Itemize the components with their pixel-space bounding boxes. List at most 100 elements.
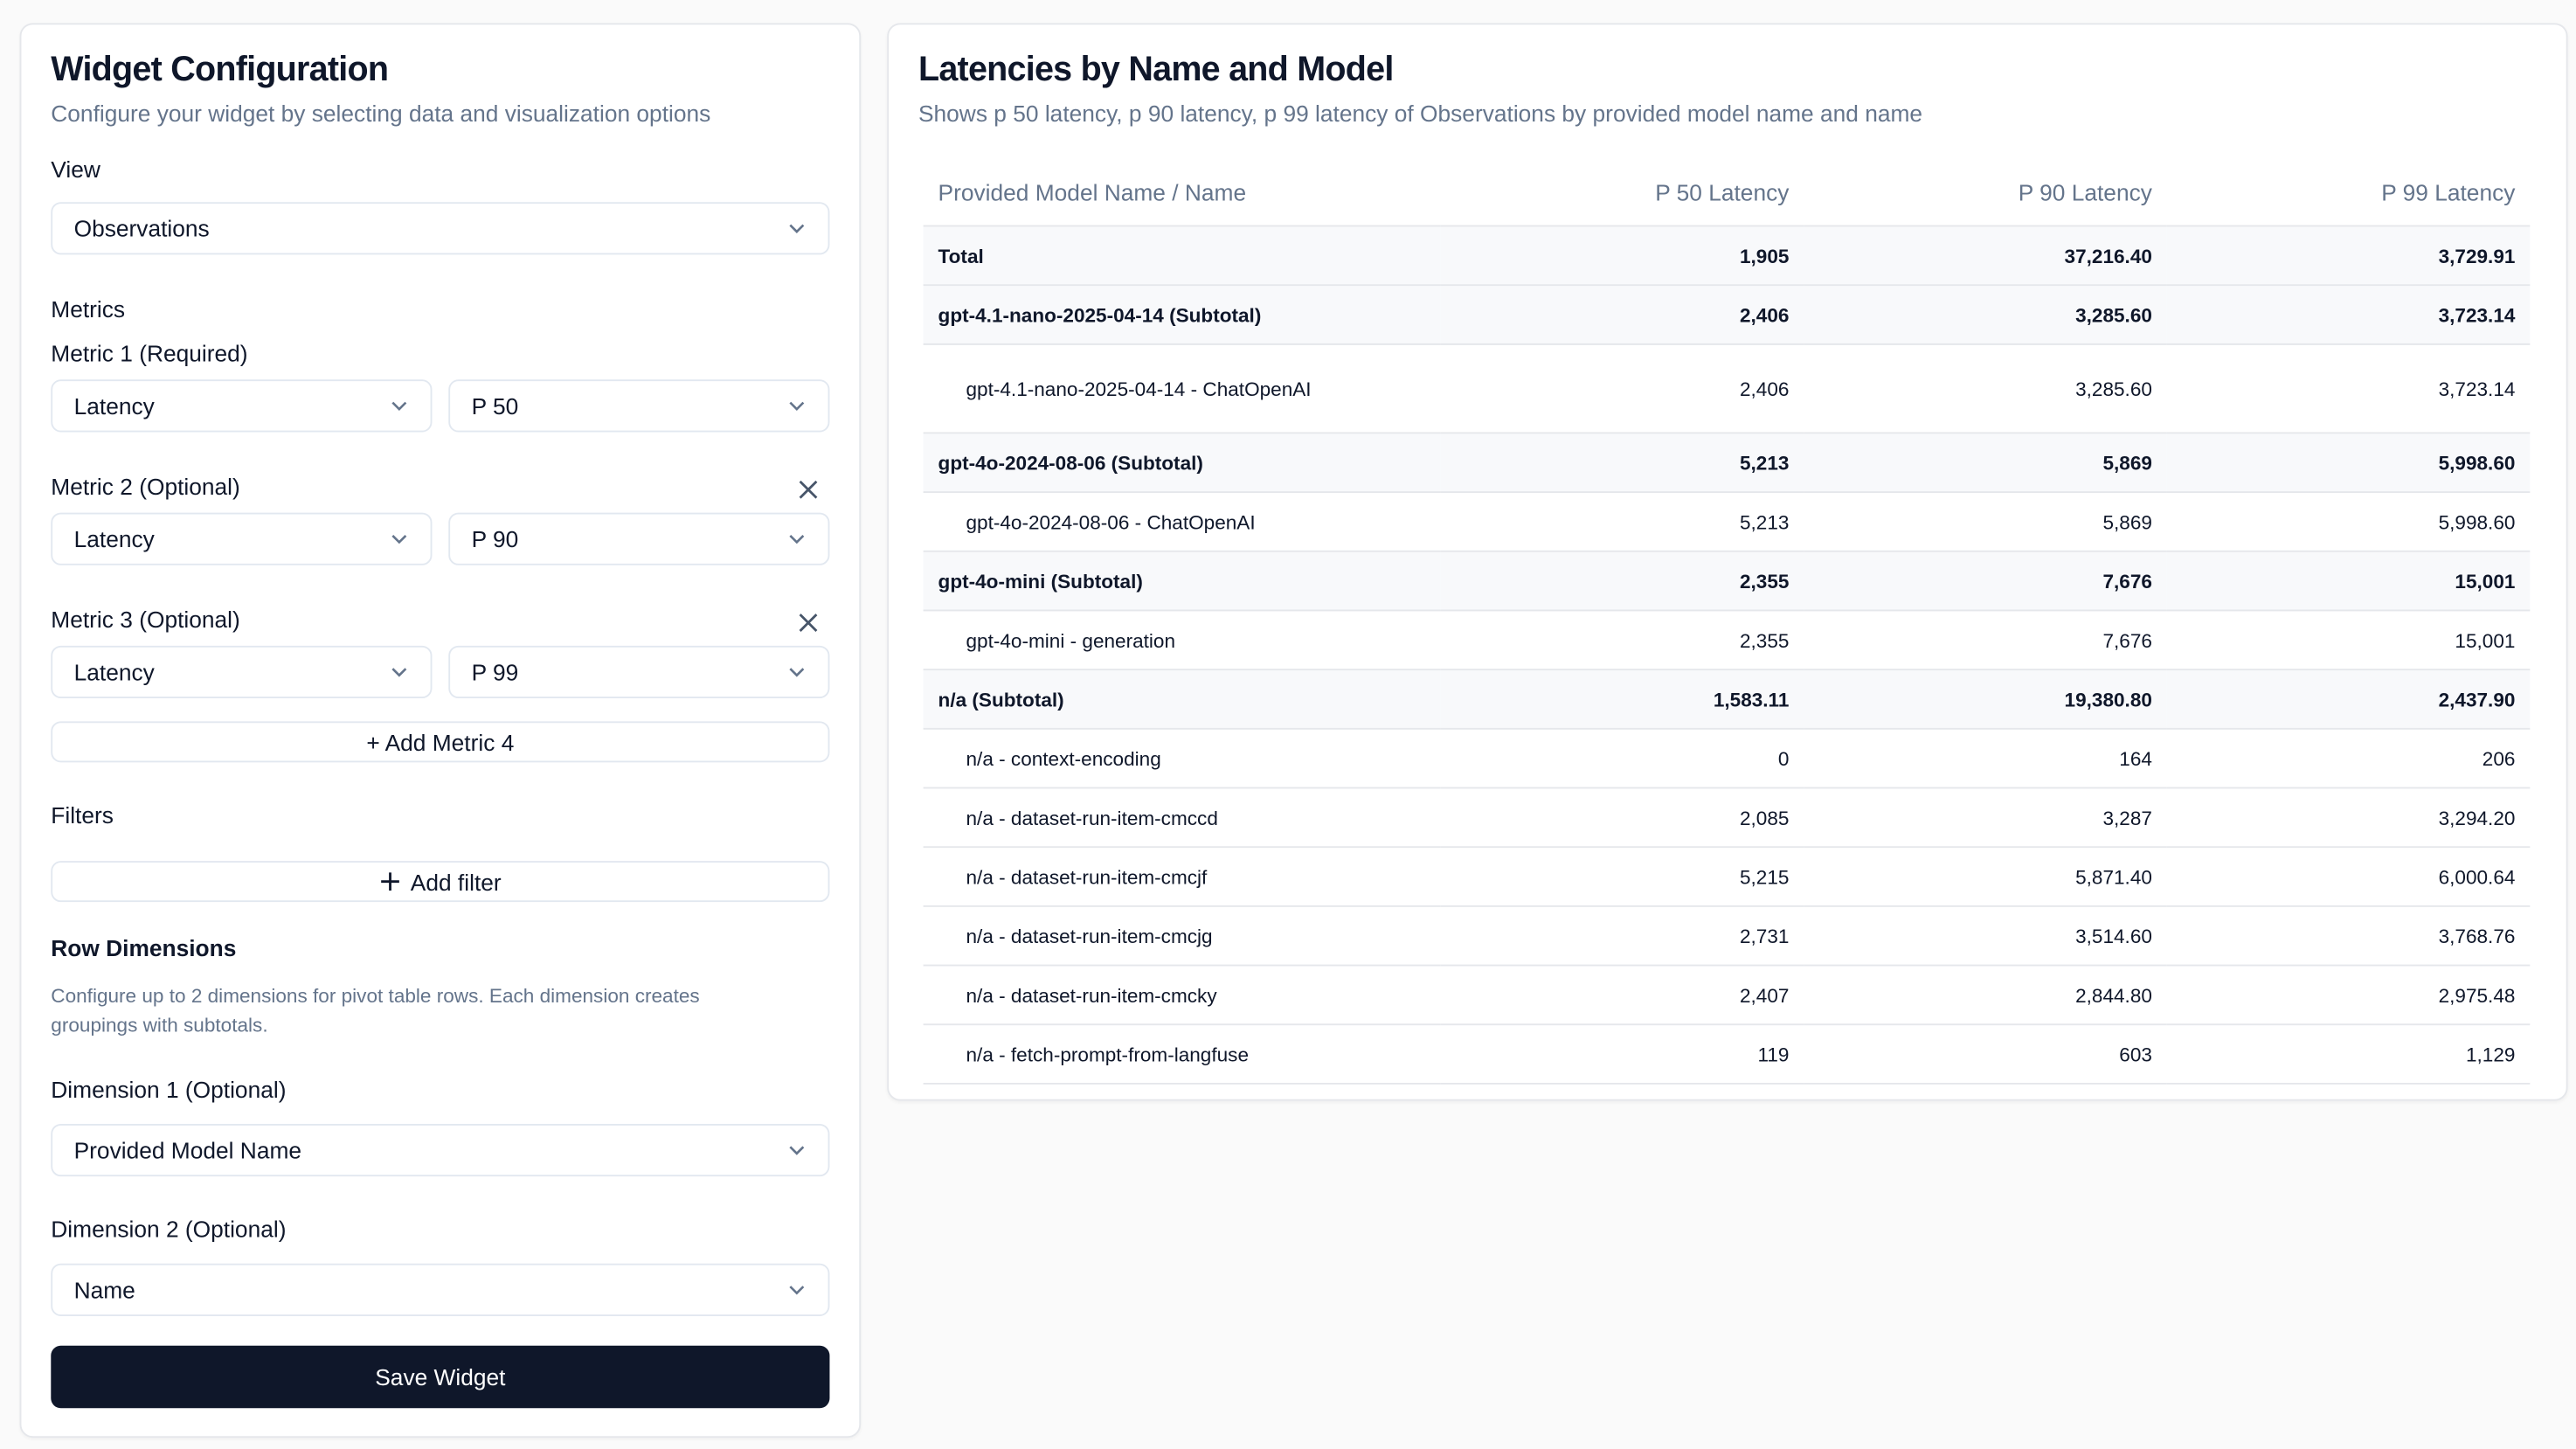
table-cell: gpt-4o-mini (Subtotal) [923,551,1441,612]
dimension1-select[interactable]: Provided Model Name [51,1123,830,1177]
table-row-child: n/a - dataset-run-item-cmccd 2,085 3,287 3,… [923,787,2531,849]
table-cell: 2,437.90 [2166,669,2531,730]
table-cell: 37,216.40 [1804,225,2167,287]
config-title: Widget Configuration [51,51,389,89]
table-cell: 19,380.80 [1804,669,2167,730]
table-row-subtotal: gpt-4o-2024-08-06 (Subtotal) 5,213 5,869 5,… [923,433,2531,494]
close-icon[interactable] [797,478,820,501]
table-cell: 3,723.14 [2166,343,2531,434]
chevron-down-icon [789,224,805,233]
dimension2-label: Dimension 2 (Optional) [51,1216,287,1243]
table-cell: 1,583.11 [1440,669,1804,730]
table-cell: n/a - fetch-prompt-from-langfuse [923,1024,1441,1085]
table-cell: 5,869 [1804,433,2167,494]
table-cell: 3,285.60 [1804,285,2167,345]
close-icon[interactable] [797,611,820,634]
table-row-subtotal: n/a (Subtotal) 1,583.11 19,380.80 2,437.90 [923,669,2531,730]
table-cell: gpt-4o-2024-08-06 - ChatOpenAI [923,492,1441,552]
dimension1-value: Provided Model Name [73,1137,302,1164]
dimension2-select[interactable]: Name [51,1263,830,1316]
table-row-subtotal: gpt-4o-mini (Subtotal) 2,355 7,676 15,001 [923,551,2531,612]
add-filter-button[interactable]: Add filter [51,861,830,903]
table-cell: gpt-4o-mini - generation [923,610,1441,671]
metric-label: Metric 3 (Optional) [51,606,240,633]
metric-aggregation-select[interactable]: P 90 [448,512,830,565]
table-cell: n/a (Subtotal) [923,669,1441,730]
table-cell: 5,213 [1440,492,1804,552]
row-dimensions-description: Configure up to 2 dimensions for pivot t… [51,984,700,1037]
metrics-label: Metrics [51,295,126,322]
table-cell: n/a - dataset-run-item-cmcjf [923,847,1441,907]
table-row-child: n/a - dataset-run-item-cmcky 2,407 2,844.8… [923,965,2531,1026]
metric-aggregation-value: P 90 [471,525,519,552]
table-cell: n/a - dataset-run-item-cmccd [923,787,1441,849]
table-cell: 3,287 [1804,787,2167,849]
table-cell: n/a - dataset-run-item-cmcjg [923,905,1441,967]
add-metric-button[interactable]: + Add Metric 4 [51,721,830,763]
metric-measure-select[interactable]: Latency [51,379,433,433]
table-cell: 2,407 [1440,965,1804,1026]
table-cell: 5,998.60 [2166,492,2531,552]
table-cell: 164 [1804,728,2167,789]
table-cell: 3,723.14 [2166,285,2531,345]
metric-label: Metric 2 (Optional) [51,473,240,500]
table-cell: 3,514.60 [1804,905,2167,967]
table-cell: 2,085 [1440,787,1804,849]
filters-label: Filters [51,801,114,828]
table-cell: 3,729.91 [2166,225,2531,287]
table-cell: gpt-4.1-nano-2025-04-14 - ChatOpenAI [923,343,1441,434]
column-header: Provided Model Name / Name [923,159,1441,227]
pivot-table: Provided Model Name / Name P 50 Latency P … [923,159,2531,1085]
chevron-down-icon [391,668,407,677]
save-widget-label: Save Widget [375,1363,506,1390]
add-filter-label: Add filter [410,868,502,895]
metric-measure-value: Latency [73,525,155,552]
table-row-child: gpt-4o-mini - generation 2,355 7,676 15,001 [923,610,2531,671]
table-cell: 3,294.20 [2166,787,2531,849]
metric-aggregation-select[interactable]: P 50 [448,379,830,433]
table-cell: 1,905 [1440,225,1804,287]
table-cell: 0 [1440,728,1804,789]
table-row-child: gpt-4.1-nano-2025-04-14 - ChatOpenAI 2,40… [923,343,2531,434]
table-cell: n/a - dataset-run-item-cmcky [923,965,1441,1026]
table-cell: 2,406 [1440,343,1804,434]
table-cell: 7,676 [1804,610,2167,671]
table-cell: 5,215 [1440,847,1804,907]
metric-measure-select[interactable]: Latency [51,512,433,565]
table-cell: 15,001 [2166,610,2531,671]
metric-aggregation-value: P 50 [471,392,519,419]
metric-measure-value: Latency [73,658,155,686]
table-cell: 5,869 [1804,492,2167,552]
chevron-down-icon [391,401,407,412]
preview-subtitle: Shows p 50 latency, p 90 latency, p 99 l… [918,100,1923,127]
add-metric-label: + Add Metric 4 [366,728,515,755]
column-header: P 50 Latency [1440,159,1804,227]
view-label: View [51,156,100,183]
metric-label: Metric 1 (Required) [51,340,248,367]
save-widget-button[interactable]: Save Widget [51,1345,830,1409]
row-dimensions-label: Row Dimensions [51,934,237,961]
config-subtitle: Configure your widget by selecting data … [51,100,711,127]
chevron-down-icon [789,1146,805,1155]
table-cell: 6,000.64 [2166,847,2531,907]
dimension2-value: Name [73,1276,135,1303]
view-select[interactable]: Observations [51,202,830,255]
table-cell: gpt-4o-2024-08-06 (Subtotal) [923,433,1441,494]
chevron-down-icon [789,534,805,544]
table-cell: 15,001 [2166,551,2531,612]
metric-measure-select[interactable]: Latency [51,645,433,699]
table-row-subtotal: gpt-4.1-nano-2025-04-14 (Subtotal) 2,406 3… [923,285,2531,345]
table-cell: 5,871.40 [1804,847,2167,907]
chevron-down-icon [789,1286,805,1295]
table-cell: n/a - context-encoding [923,728,1441,789]
table-cell: 7,676 [1804,551,2167,612]
chevron-down-icon [789,401,805,412]
table-cell: Total [923,225,1441,287]
table-cell: 2,844.80 [1804,965,2167,1026]
table-cell: 2,406 [1440,285,1804,345]
table-cell: 2,975.48 [2166,965,2531,1026]
table-cell: 3,285.60 [1804,343,2167,434]
chevron-down-icon [789,668,805,677]
metric-aggregation-select[interactable]: P 99 [448,645,830,699]
table-cell: 5,998.60 [2166,433,2531,494]
